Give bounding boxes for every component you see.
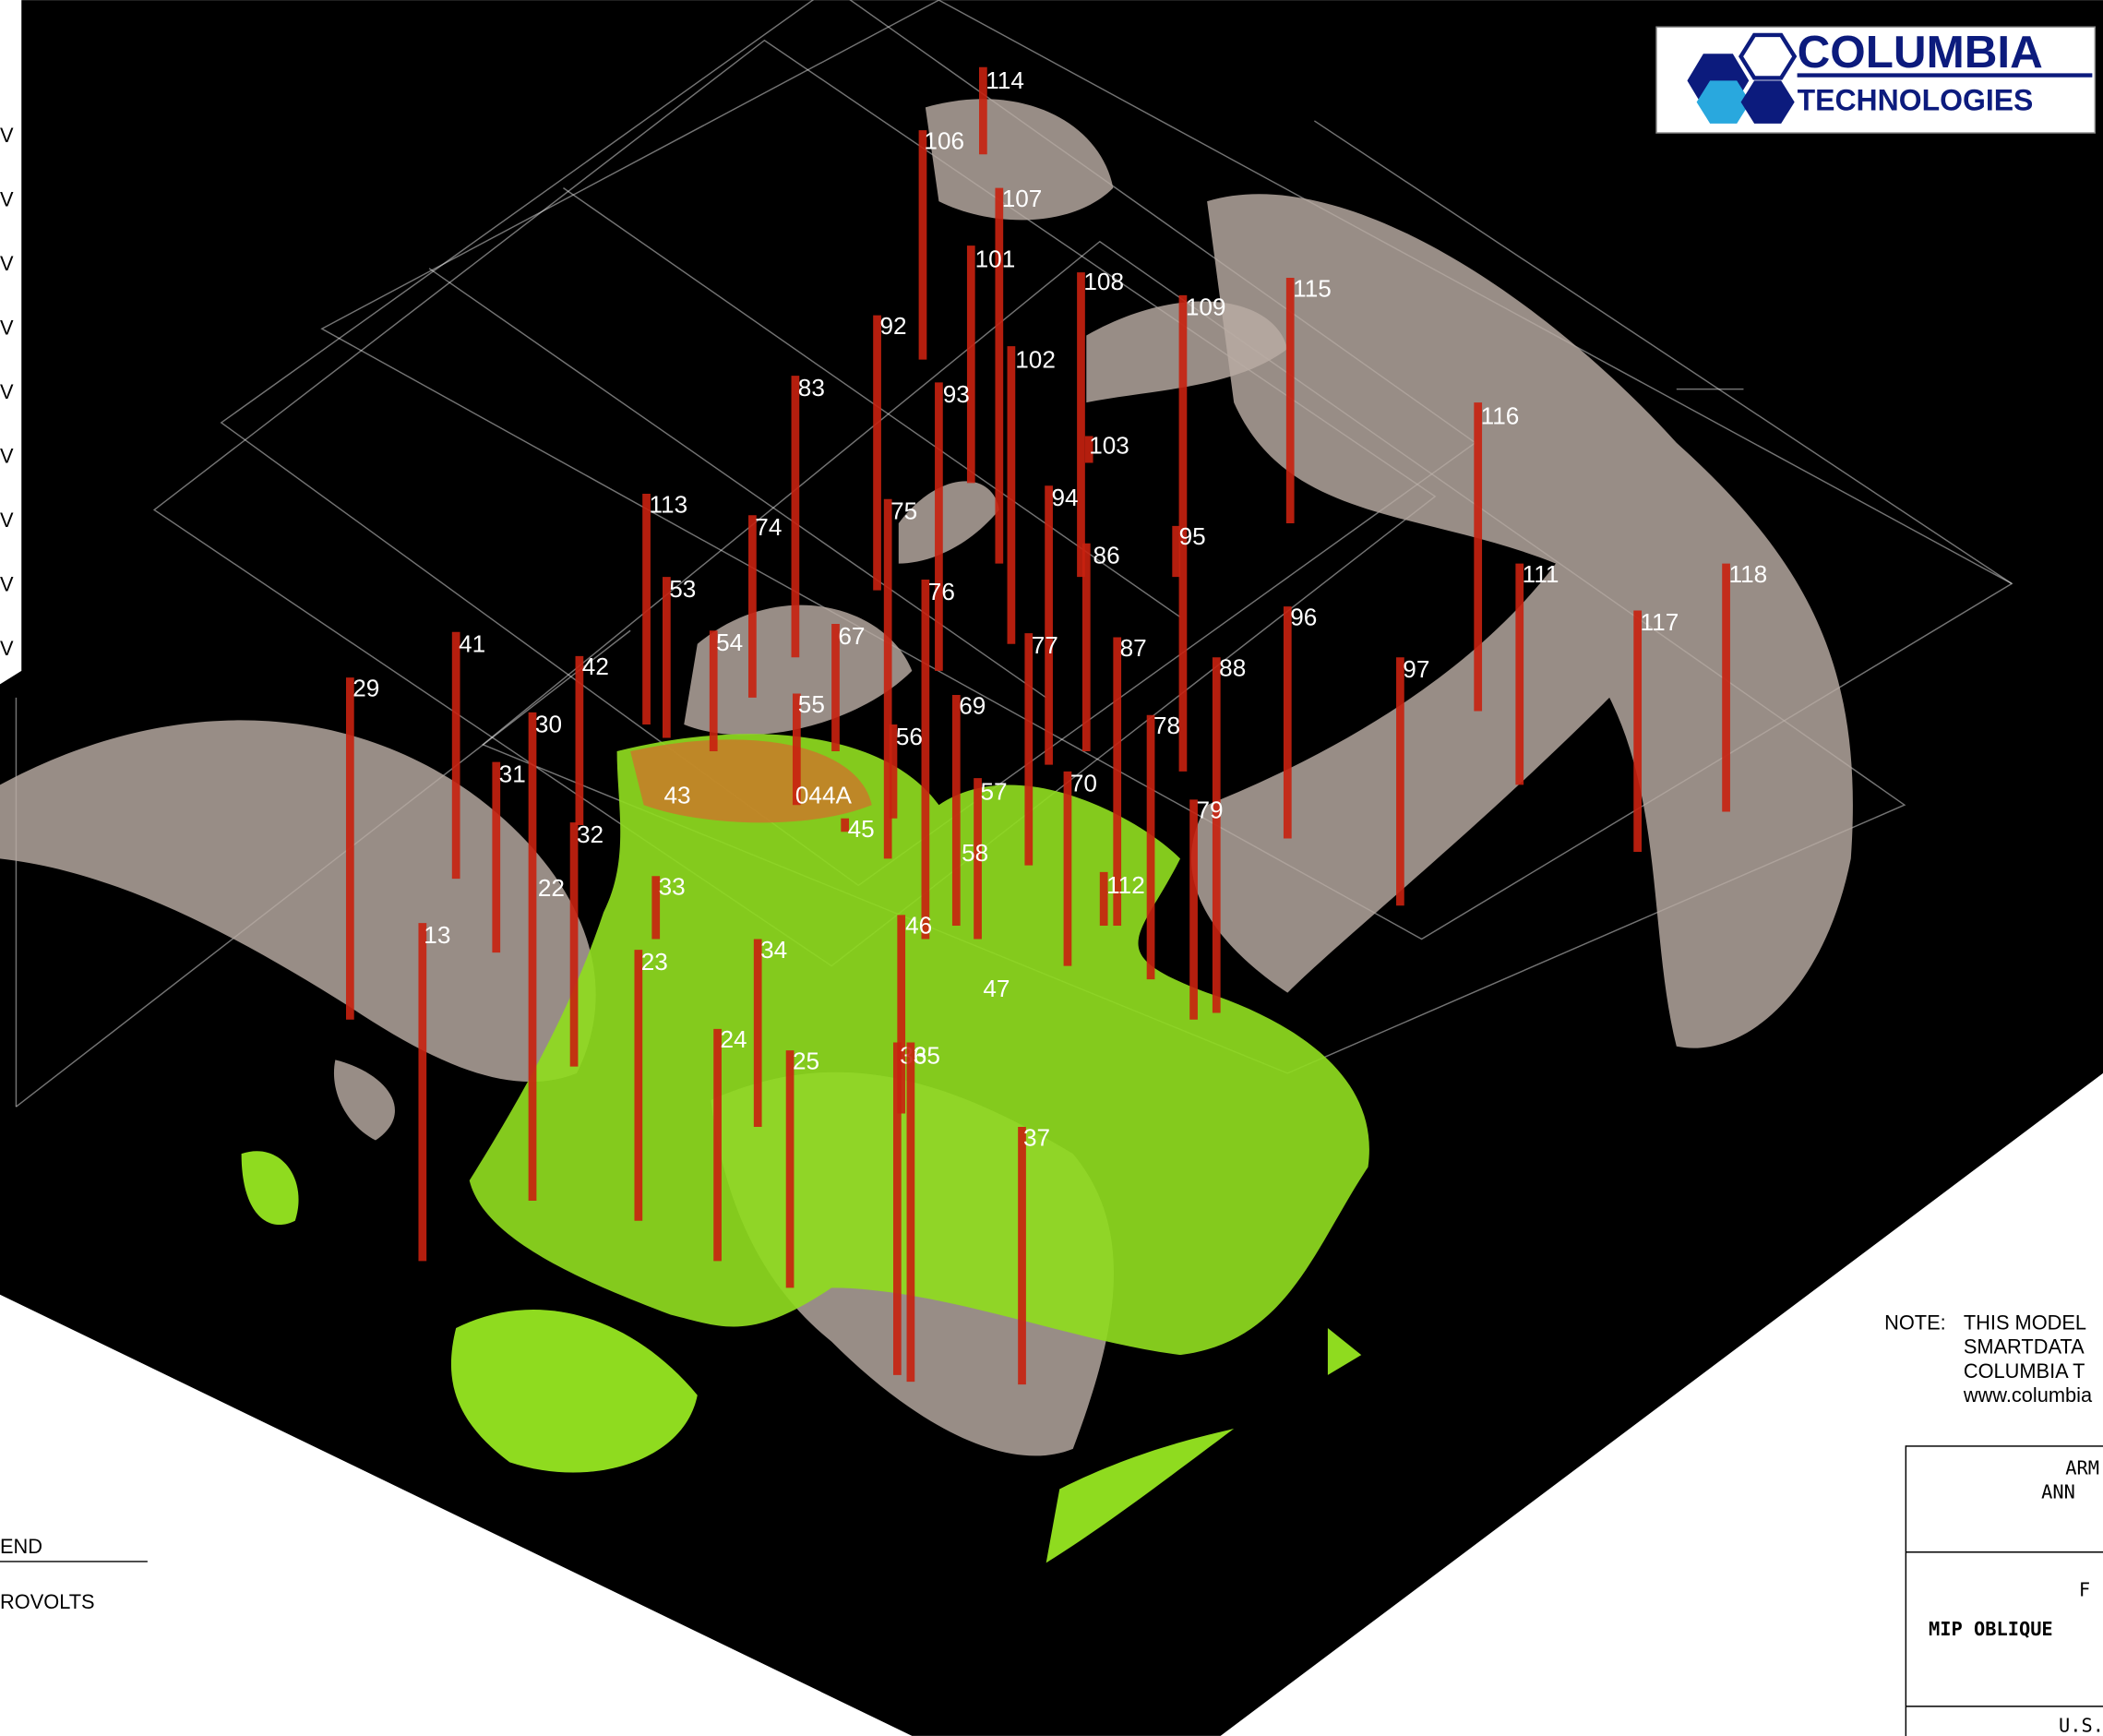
well-label: 46 (905, 912, 932, 940)
well-label: 96 (1290, 603, 1317, 630)
well-label: 87 (1120, 634, 1147, 662)
scale-label: V (0, 252, 14, 275)
scale-label: V (0, 509, 14, 532)
well-label: 32 (577, 820, 603, 848)
well-label: 76 (928, 578, 955, 605)
logo-hex (1696, 80, 1751, 124)
well-label: 42 (582, 652, 609, 680)
scale-label: V (0, 124, 14, 147)
well-label: 53 (669, 575, 696, 603)
scale-label: V (0, 637, 14, 660)
well-label: 75 (890, 497, 917, 525)
well-label: 41 (459, 629, 485, 657)
well-label: 67 (838, 622, 865, 650)
logo: COLUMBIA TECHNOLOGIES (1655, 26, 2097, 134)
legend-units: ROVOLTS (0, 1590, 95, 1613)
well-label: 78 (1153, 712, 1180, 739)
scale-labels: V V V V V V V V V (0, 124, 14, 660)
well-label: 97 (1403, 655, 1429, 683)
well-label: 47 (983, 975, 1010, 1002)
well-label: 106 (924, 126, 964, 154)
well-label: 13 (424, 921, 450, 949)
title-block-line: ANN (2041, 1481, 2075, 1503)
title-block-box (1905, 1445, 2103, 1736)
scale-label: V (0, 380, 14, 403)
well-label: 58 (962, 839, 988, 867)
well-label: 79 (1196, 796, 1223, 824)
well-label: 30 (535, 711, 562, 738)
well-label: 54 (716, 629, 743, 656)
well-label: 93 (943, 380, 970, 408)
well-label: 35 (914, 1042, 940, 1070)
scale-label: V (0, 317, 14, 340)
well-label: 56 (896, 723, 923, 750)
title-block-line: F (2079, 1579, 2090, 1601)
well-label: 109 (1186, 293, 1226, 321)
well-label: 43 (663, 782, 690, 809)
well-label: 70 (1070, 770, 1097, 797)
note-line: SMARTDATA (1964, 1335, 2085, 1359)
well-label: 88 (1219, 654, 1246, 682)
well-label: 33 (659, 873, 686, 901)
well-label: 22 (538, 874, 565, 902)
note-line: COLUMBIA T (1964, 1359, 2085, 1383)
logo-hex (1740, 80, 1795, 124)
well-label: 115 (1293, 274, 1332, 302)
title-block-line: MIP OBLIQUE (1929, 1618, 2053, 1640)
well-label: 101 (975, 245, 1016, 272)
well-label: 117 (1641, 608, 1679, 636)
well-label: 34 (760, 936, 787, 964)
well-label: 103 (1089, 431, 1129, 459)
well-label: 31 (499, 760, 526, 787)
well-label: 113 (649, 490, 687, 518)
title-block-line: ARM (2065, 1456, 2099, 1479)
title-block-line: U.S. (2059, 1715, 2103, 1736)
well-label: 55 (798, 690, 825, 718)
well-label: 69 (959, 691, 986, 719)
note-label: NOTE: (1884, 1311, 1946, 1334)
logo-hex (1738, 32, 1798, 80)
well-label: 83 (798, 374, 825, 401)
well-label: 044A (795, 782, 853, 809)
note-line: THIS MODEL (1964, 1311, 2086, 1334)
scale-label: V (0, 573, 14, 596)
scale-label: V (0, 188, 14, 211)
green-isosurface (241, 734, 1369, 1563)
well-label: 23 (641, 948, 668, 976)
legend: END ROVOLTS (0, 1535, 148, 1613)
well-label: 25 (793, 1048, 819, 1075)
legend-title: END (0, 1535, 42, 1558)
well-label: 118 (1728, 560, 1767, 588)
well-label: 86 (1093, 542, 1120, 569)
well-label: 24 (720, 1025, 747, 1053)
well-label: 95 (1179, 522, 1206, 550)
well-label: 77 (1032, 631, 1058, 659)
scale-label: V (0, 445, 14, 468)
well-label: 57 (980, 777, 1007, 805)
well-label: 45 (848, 815, 875, 843)
well-label: 29 (352, 674, 379, 701)
well-label: 74 (755, 513, 782, 541)
logo-name: COLUMBIA (1798, 27, 2043, 78)
well-label: 107 (1002, 185, 1043, 212)
well-label: 116 (1481, 401, 1520, 429)
well-label: 111 (1523, 560, 1559, 588)
well-label: 94 (1052, 484, 1079, 511)
wells: 114 106 107 101 108 109 115 92 102 83 93 103 116 113 7… (345, 66, 1767, 1385)
well-label: 37 (1023, 1123, 1050, 1151)
well-label: 114 (986, 66, 1024, 94)
note-line: www.columbia (1963, 1383, 2093, 1407)
well-label: 92 (879, 312, 906, 340)
well-label: 108 (1083, 268, 1124, 295)
logo-sub: TECHNOLOGIES (1798, 83, 2034, 116)
well-label: 102 (1015, 345, 1056, 373)
well-label: 112 (1106, 871, 1145, 899)
